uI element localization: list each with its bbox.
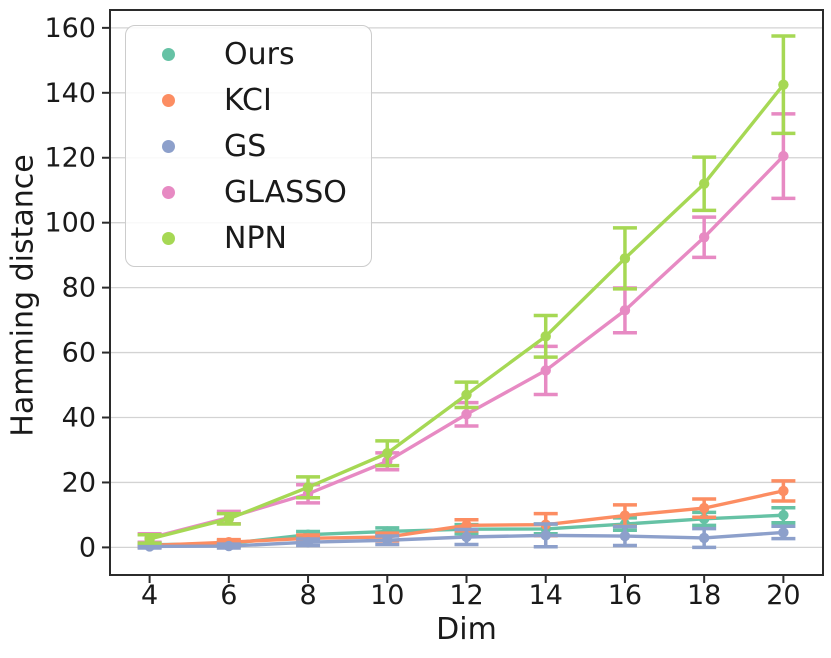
legend: Ours KCI GS GLASSO NPN xyxy=(125,25,372,267)
legend-label: GLASSO xyxy=(224,174,347,210)
legend-label: GS xyxy=(224,128,267,164)
series-marker-KCI xyxy=(619,510,631,521)
x-tick-label: 12 xyxy=(449,580,483,611)
series-marker-GS xyxy=(778,527,789,538)
legend-item-glasso: GLASSO xyxy=(126,169,371,215)
legend-item-gs: GS xyxy=(126,123,371,169)
series-marker-NPN xyxy=(461,389,472,400)
legend-label: NPN xyxy=(224,220,287,256)
y-tick-label: 20 xyxy=(62,467,96,498)
y-tick-label: 40 xyxy=(62,403,96,434)
series-marker-GLASSO xyxy=(698,232,710,243)
legend-item-npn: NPN xyxy=(126,215,371,261)
series-marker-GLASSO xyxy=(540,365,551,376)
legend-marker-icon xyxy=(162,139,175,153)
series-marker-NPN xyxy=(778,79,789,90)
series-marker-NPN xyxy=(144,533,155,545)
series-marker-GLASSO xyxy=(461,409,472,420)
series-marker-NPN xyxy=(698,178,710,189)
x-tick-label: 8 xyxy=(299,580,316,611)
legend-label: KCI xyxy=(224,82,272,118)
x-tick-label: 18 xyxy=(687,580,721,611)
series-marker-NPN xyxy=(540,331,551,342)
legend-item-kci: KCI xyxy=(126,77,371,123)
series-marker-GLASSO xyxy=(778,150,789,162)
y-tick-label: 160 xyxy=(44,13,96,44)
x-tick-label: 20 xyxy=(766,580,800,611)
y-tick-label: 120 xyxy=(44,143,96,174)
series-marker-NPN xyxy=(223,513,235,525)
series-marker-KCI xyxy=(698,502,710,514)
series-marker-GS xyxy=(461,531,472,543)
series-marker-NPN xyxy=(382,448,393,459)
x-tick-label: 10 xyxy=(370,580,404,611)
y-tick-label: 0 xyxy=(79,532,96,563)
x-tick-label: 16 xyxy=(608,580,642,611)
x-tick-label: 14 xyxy=(529,580,563,611)
legend-marker-icon xyxy=(162,93,175,107)
y-tick-label: 100 xyxy=(44,208,96,239)
y-tick-label: 80 xyxy=(62,273,96,304)
legend-marker-icon xyxy=(162,185,175,199)
x-tick-label: 4 xyxy=(141,580,158,611)
series-marker-Ours xyxy=(778,510,789,521)
y-tick-label: 60 xyxy=(62,338,96,369)
legend-marker-icon xyxy=(162,47,175,61)
series-marker-GS xyxy=(302,537,314,548)
series-marker-NPN xyxy=(302,482,314,493)
series-marker-GS xyxy=(540,530,551,541)
legend-marker-icon xyxy=(162,231,175,245)
series-marker-GLASSO xyxy=(619,305,631,316)
y-axis-label: Hamming distance xyxy=(5,154,41,437)
legend-item-ours: Ours xyxy=(126,31,371,77)
series-marker-GS xyxy=(619,530,631,542)
series-marker-NPN xyxy=(619,253,631,264)
x-tick-label: 6 xyxy=(220,580,237,611)
series-marker-KCI xyxy=(778,485,789,497)
series-marker-GS xyxy=(698,532,710,544)
legend-label: Ours xyxy=(224,36,295,72)
series-marker-GS xyxy=(223,540,235,552)
x-axis-label: Dim xyxy=(436,612,497,647)
series-marker-GS xyxy=(382,535,393,546)
y-tick-label: 140 xyxy=(44,78,96,109)
